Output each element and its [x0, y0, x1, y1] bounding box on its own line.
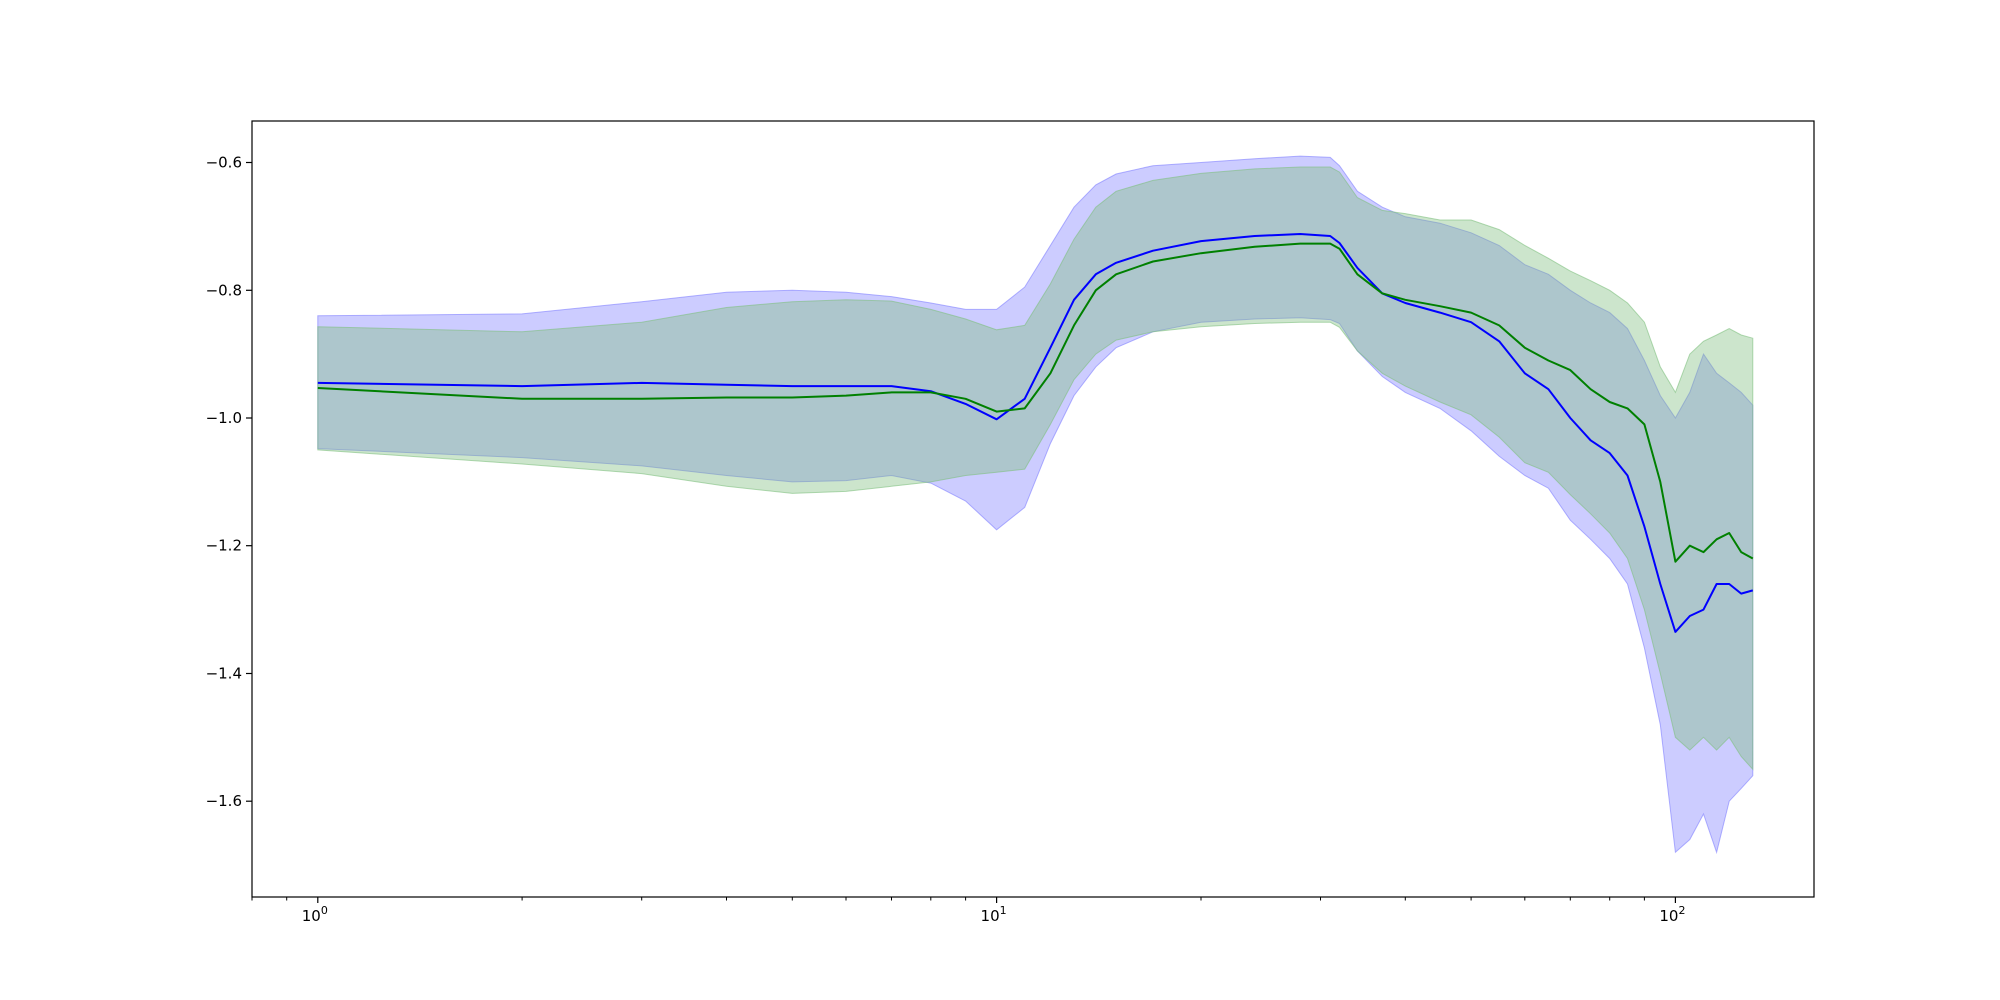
- y-tick-label: −1.2: [206, 537, 242, 555]
- series-0-line: [317, 233, 1754, 633]
- y-axis-ticks: −0.6 −0.8 −1.0 −1.2 −1.4 −1.6: [206, 154, 252, 810]
- mean-lines: [317, 233, 1754, 633]
- x-tick-label: 101: [981, 904, 1007, 925]
- y-tick-label: −1.0: [206, 409, 242, 427]
- y-tick-label: −1.6: [206, 792, 242, 810]
- confidence-bands: [317, 155, 1754, 855]
- series-1-line: [317, 242, 1754, 563]
- y-tick-label: −1.4: [206, 665, 242, 683]
- series-0-band: [317, 155, 1754, 855]
- y-tick-label: −0.8: [206, 281, 242, 299]
- series-1-band: [317, 166, 1754, 771]
- x-tick-label: 100: [302, 904, 328, 925]
- x-tick-label: 102: [1659, 904, 1685, 925]
- x-axis-ticks: 100 101 102: [251, 897, 1685, 925]
- y-tick-label: −0.6: [206, 154, 242, 172]
- plot-frame: [251, 120, 1815, 898]
